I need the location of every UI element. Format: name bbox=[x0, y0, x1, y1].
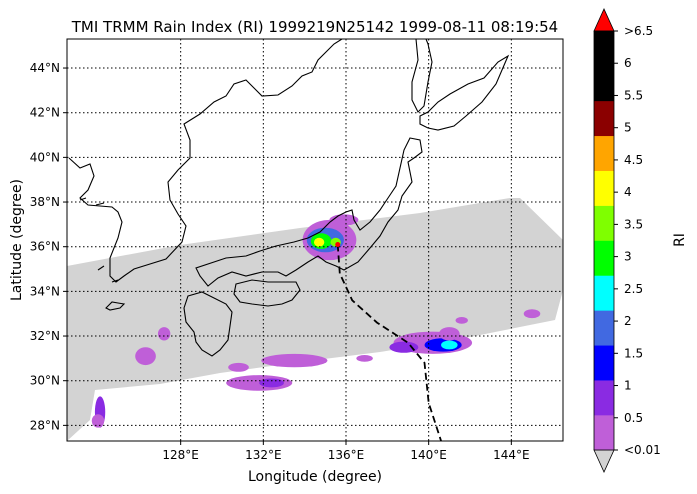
colorbar-tick-label: <0.01 bbox=[624, 443, 661, 457]
gridlines bbox=[67, 39, 563, 441]
colorbar-segment bbox=[594, 345, 614, 381]
coastlines bbox=[68, 39, 510, 357]
rain-cell bbox=[455, 317, 468, 324]
colorbar-tick-label: 4 bbox=[624, 185, 632, 199]
satellite-swath bbox=[67, 198, 563, 441]
y-tick-label: 40°N bbox=[30, 150, 60, 164]
colorbar-segment bbox=[594, 275, 614, 311]
x-tick-label: 140°E bbox=[410, 448, 447, 462]
coastline-asia bbox=[68, 39, 343, 283]
y-axis: 28°N 30°N 32°N 34°N 36°N 38°N 40°N 42°N 44°N bbox=[30, 61, 67, 432]
colorbar-tick-label: 0.5 bbox=[624, 411, 643, 425]
colorbar-tick-label: 1.5 bbox=[624, 346, 643, 360]
coastline-korea-islands bbox=[79, 197, 119, 283]
x-tick-label: 144°E bbox=[493, 448, 530, 462]
y-tick-label: 34°N bbox=[30, 284, 60, 298]
colorbar-segment bbox=[594, 310, 614, 346]
colorbar-frame bbox=[593, 30, 615, 451]
y-axis-label: Latitude (degree) bbox=[9, 179, 25, 301]
coastline-tsushima bbox=[105, 301, 126, 311]
rain-cell bbox=[135, 347, 156, 366]
colorbar-segment bbox=[594, 170, 614, 206]
x-tick-label: 128°E bbox=[162, 448, 199, 462]
colorbar-segment bbox=[594, 240, 614, 276]
rain-cell bbox=[261, 353, 328, 368]
colorbar: <0.01 0.5 1 1.5 2 2.5 3 3.5 4 4.5 5 5.5 6 >6.5 bbox=[593, 8, 661, 473]
x-axis: 128°E 132°E 136°E 140°E 144°E bbox=[162, 441, 530, 462]
rain-cell bbox=[157, 327, 171, 341]
colorbar-tick-label: 3.5 bbox=[624, 217, 643, 231]
y-tick-label: 38°N bbox=[30, 195, 60, 209]
colorbar-tick-label: 6 bbox=[624, 56, 632, 70]
coastline-shikoku bbox=[233, 279, 301, 307]
y-tick-label: 30°N bbox=[30, 374, 60, 388]
rain-cell bbox=[523, 309, 541, 319]
rain-cell bbox=[259, 378, 284, 388]
coastline-sakhalin bbox=[411, 39, 433, 113]
colorbar-tick-label: 3 bbox=[624, 250, 632, 264]
chart-title: TMI TRMM Rain Index (RI) 1999219N25142 1… bbox=[71, 18, 558, 36]
coastline-hokkaido bbox=[419, 54, 510, 131]
storm-track bbox=[336, 244, 442, 441]
y-tick-label: 36°N bbox=[30, 240, 60, 254]
colorbar-segment bbox=[594, 31, 614, 67]
y-tick-label: 44°N bbox=[30, 61, 60, 75]
colorbar-segment bbox=[594, 205, 614, 241]
rain-cell bbox=[439, 327, 460, 341]
colorbar-tick-label: 4.5 bbox=[624, 153, 643, 167]
colorbar-over-arrow bbox=[593, 8, 615, 32]
colorbar-tick-label: 5.5 bbox=[624, 88, 643, 102]
colorbar-tick-label: 5 bbox=[624, 121, 632, 135]
rain-cell bbox=[356, 355, 373, 362]
rain-cell bbox=[441, 340, 458, 350]
rain-cell bbox=[389, 341, 419, 353]
colorbar-segment bbox=[594, 415, 614, 451]
rain-cell bbox=[228, 362, 249, 372]
x-tick-label: 136°E bbox=[328, 448, 365, 462]
y-tick-label: 32°N bbox=[30, 329, 60, 343]
colorbar-tick-label: >6.5 bbox=[624, 24, 653, 38]
rain-cells bbox=[91, 214, 541, 428]
rain-cell bbox=[313, 237, 325, 247]
y-tick-label: 42°N bbox=[30, 106, 60, 120]
x-tick-label: 132°E bbox=[245, 448, 282, 462]
storm-center-marker bbox=[335, 241, 341, 247]
colorbar-under-arrow bbox=[593, 449, 615, 473]
coastline-honshu bbox=[195, 137, 423, 287]
coastline-kyushu bbox=[183, 291, 233, 357]
colorbar-segment bbox=[594, 65, 614, 102]
colorbar-label: RI bbox=[672, 233, 688, 247]
x-axis-label: Longitude (degree) bbox=[248, 469, 382, 485]
colorbar-tick-label: 2 bbox=[624, 314, 632, 328]
colorbar-segment bbox=[594, 380, 614, 416]
colorbar-tick-label: 1 bbox=[624, 379, 632, 393]
plot-frame bbox=[66, 38, 564, 442]
rain-cell bbox=[91, 414, 105, 428]
y-tick-label: 28°N bbox=[30, 418, 60, 432]
colorbar-tick-label: 2.5 bbox=[624, 282, 643, 296]
colorbar-segment bbox=[594, 135, 614, 171]
colorbar-segment bbox=[594, 100, 614, 137]
